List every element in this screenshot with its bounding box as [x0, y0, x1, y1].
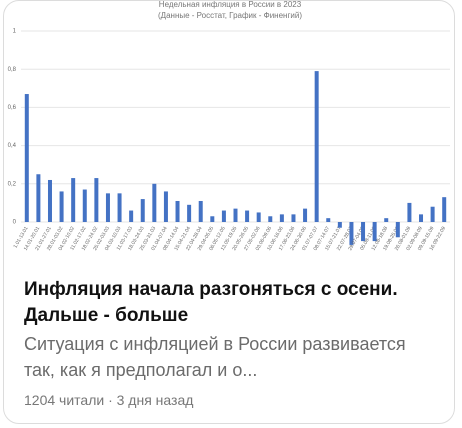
- bar: [268, 216, 273, 222]
- bar: [210, 216, 215, 222]
- y-tick-label: 0,4: [8, 143, 17, 149]
- article-card[interactable]: Недельная инфляция в России в 2023 (Данн…: [3, 0, 455, 424]
- bar: [384, 218, 389, 222]
- bar: [117, 193, 122, 222]
- bar: [361, 222, 366, 242]
- bar: [337, 222, 342, 228]
- bar: [94, 178, 99, 222]
- y-tick-label: 0,8: [8, 67, 17, 73]
- bar: [303, 208, 308, 222]
- y-tick-label: 0,6: [8, 105, 17, 111]
- bar: [105, 193, 110, 222]
- bar: [187, 204, 192, 222]
- bar: [326, 218, 331, 222]
- card-meta: 1204 читали · 3 дня назад: [24, 392, 194, 408]
- bar: [256, 212, 261, 222]
- bar: [442, 197, 447, 222]
- chart: Недельная инфляция в России в 2023 (Данн…: [8, 1, 450, 252]
- chart-title: Недельная инфляция в России в 2023: [159, 1, 302, 9]
- bar: [140, 199, 145, 222]
- bar: [291, 214, 296, 222]
- bar: [71, 178, 76, 222]
- bar: [198, 200, 203, 222]
- card-snippet: Ситуация с инфляцией в России развиваетс…: [24, 334, 406, 380]
- bar: [349, 222, 354, 245]
- bar: [419, 214, 424, 222]
- chart-subtitle: (Данные - Росстат, График - Финенгий): [158, 11, 302, 20]
- card-title[interactable]: Инфляция начала разгоняться с осени. Дал…: [24, 279, 398, 326]
- bar: [59, 191, 64, 222]
- bar: [129, 210, 134, 222]
- bar: [245, 210, 250, 222]
- bar: [395, 222, 400, 238]
- bar: [36, 174, 41, 222]
- bar: [82, 189, 87, 222]
- bar: [233, 208, 238, 222]
- y-tick-label: 0: [13, 220, 17, 226]
- bar: [152, 183, 157, 222]
- y-tick-label: 0,2: [8, 181, 17, 187]
- bar: [314, 71, 319, 222]
- bar: [407, 202, 412, 222]
- y-tick-label: 1: [13, 29, 17, 35]
- bar: [47, 179, 52, 222]
- bar: [372, 222, 377, 242]
- bar: [430, 206, 435, 222]
- bar: [163, 191, 168, 222]
- bar: [175, 200, 180, 222]
- bar: [279, 214, 284, 222]
- bar: [221, 210, 226, 222]
- bar: [24, 94, 29, 222]
